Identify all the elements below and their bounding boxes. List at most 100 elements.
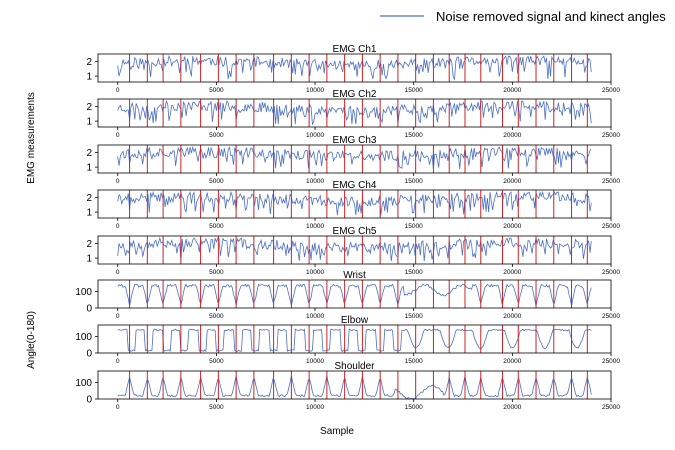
- legend: Noise removed signal and kinect angles: [380, 9, 666, 24]
- x-tick-label: 0: [116, 269, 120, 276]
- y-tick-label: 1: [86, 117, 92, 128]
- subplot-title: Shoulder: [334, 361, 375, 372]
- x-tick-label: 10000: [306, 87, 324, 94]
- x-tick-label: 20000: [503, 269, 521, 276]
- signal-line: [117, 145, 592, 170]
- subplot-title: Wrist: [343, 270, 366, 281]
- subplot-title: EMG Ch1: [333, 44, 377, 55]
- x-tick-label: 0: [116, 178, 120, 185]
- x-tick-label: 10000: [306, 132, 324, 139]
- signal-line: [117, 190, 592, 216]
- x-tick-label: 15000: [405, 87, 423, 94]
- x-tick-label: 5000: [209, 404, 224, 411]
- x-tick-label: 20000: [503, 313, 521, 320]
- x-tick-label: 0: [116, 404, 120, 411]
- x-tick-label: 0: [116, 132, 120, 139]
- x-tick-label: 0: [116, 223, 120, 230]
- subplot-emg-ch2: EMG Ch2 1 2 0 5000 10000 15000 20000 25000: [86, 89, 620, 139]
- subplot-title: EMG Ch5: [333, 226, 377, 237]
- x-tick-label: 10000: [306, 313, 324, 320]
- x-tick-label: 5000: [209, 178, 224, 185]
- x-tick-label: 0: [116, 358, 120, 365]
- x-tick-label: 10000: [306, 269, 324, 276]
- x-tick-label: 20000: [503, 87, 521, 94]
- x-tick-label: 15000: [405, 404, 423, 411]
- x-tick-label: 5000: [209, 313, 224, 320]
- x-tick-label: 5000: [209, 87, 224, 94]
- y-tick-label: 1: [86, 254, 92, 265]
- subplot-title: EMG Ch3: [333, 135, 377, 146]
- x-tick-label: 20000: [503, 223, 521, 230]
- x-tick-label: 15000: [405, 132, 423, 139]
- y-tick-label: 2: [86, 193, 92, 204]
- x-tick-label: 25000: [602, 269, 620, 276]
- y-tick-label: 100: [75, 378, 92, 389]
- x-tick-label: 10000: [306, 178, 324, 185]
- subplot-frame: [97, 370, 612, 400]
- x-tick-label: 20000: [503, 358, 521, 365]
- x-tick-label: 10000: [306, 358, 324, 365]
- signal-line: [117, 283, 592, 307]
- y-tick-label: 1: [86, 208, 92, 219]
- emg-group-label: EMG measurements: [26, 92, 37, 184]
- subplot-title: EMG Ch2: [333, 89, 377, 100]
- x-tick-label: 5000: [209, 358, 224, 365]
- subplot-frame: [97, 98, 612, 128]
- x-axis-label: Sample: [320, 426, 354, 437]
- y-tick-label: 0: [86, 395, 92, 406]
- x-tick-label: 25000: [602, 313, 620, 320]
- x-tick-label: 5000: [209, 223, 224, 230]
- angle-group-label: Angle(0-180): [26, 311, 37, 369]
- x-tick-label: 0: [116, 87, 120, 94]
- x-tick-label: 20000: [503, 404, 521, 411]
- y-tick-label: 100: [75, 332, 92, 343]
- y-tick-label: 0: [86, 304, 92, 315]
- subplot-frame: [97, 53, 612, 83]
- x-tick-label: 10000: [306, 404, 324, 411]
- signal-line: [117, 54, 592, 81]
- x-tick-label: 10000: [306, 223, 324, 230]
- signal-line: [117, 236, 592, 262]
- y-tick-label: 2: [86, 57, 92, 68]
- x-tick-label: 25000: [602, 358, 620, 365]
- x-tick-label: 15000: [405, 358, 423, 365]
- y-tick-label: 2: [86, 239, 92, 250]
- x-tick-label: 20000: [503, 178, 521, 185]
- signal-line: [117, 328, 592, 353]
- x-tick-label: 15000: [405, 313, 423, 320]
- subplot-emg-ch3: EMG Ch3 1 2 0 5000 10000 15000 20000 25000: [86, 135, 620, 185]
- x-tick-label: 25000: [602, 87, 620, 94]
- x-tick-label: 25000: [602, 404, 620, 411]
- subplot-emg-ch5: EMG Ch5 1 2 0 5000 10000 15000 20000 25000: [86, 226, 620, 276]
- subplot-emg-ch4: EMG Ch4 1 2 0 5000 10000 15000 20000 25000: [86, 180, 620, 230]
- subplot-wrist: Wrist 0 100 0 5000 10000 15000 20000 25000: [75, 270, 620, 320]
- x-tick-label: 15000: [405, 178, 423, 185]
- subplot-title: EMG Ch4: [333, 180, 377, 191]
- subplot-title: Elbow: [341, 315, 369, 326]
- subplot-frame: [97, 324, 612, 354]
- x-tick-label: 25000: [602, 178, 620, 185]
- y-tick-label: 2: [86, 148, 92, 159]
- x-tick-label: 20000: [503, 132, 521, 139]
- subplot-elbow: Elbow 0 100 0 5000 10000 15000 20000 25000: [75, 315, 620, 365]
- subplot-frame: [97, 279, 612, 309]
- x-tick-label: 15000: [405, 269, 423, 276]
- x-tick-label: 0: [116, 313, 120, 320]
- subplot-emg-ch1: EMG Ch1 1 2 0 5000 10000 15000 20000 25000: [86, 44, 620, 94]
- subplot-frame: [97, 189, 612, 219]
- signal-line: [117, 99, 592, 126]
- subplot-frame: [97, 144, 612, 174]
- x-tick-label: 25000: [602, 132, 620, 139]
- x-tick-label: 25000: [602, 223, 620, 230]
- y-tick-label: 2: [86, 102, 92, 113]
- y-tick-label: 0: [86, 349, 92, 360]
- x-tick-label: 5000: [209, 269, 224, 276]
- y-tick-label: 1: [86, 72, 92, 83]
- signal-line: [117, 375, 592, 400]
- x-tick-label: 5000: [209, 132, 224, 139]
- y-tick-label: 1: [86, 163, 92, 174]
- legend-label: Noise removed signal and kinect angles: [436, 9, 666, 24]
- subplot-shoulder: Shoulder 0 100 0 5000 10000 15000 20000 25000: [75, 361, 620, 411]
